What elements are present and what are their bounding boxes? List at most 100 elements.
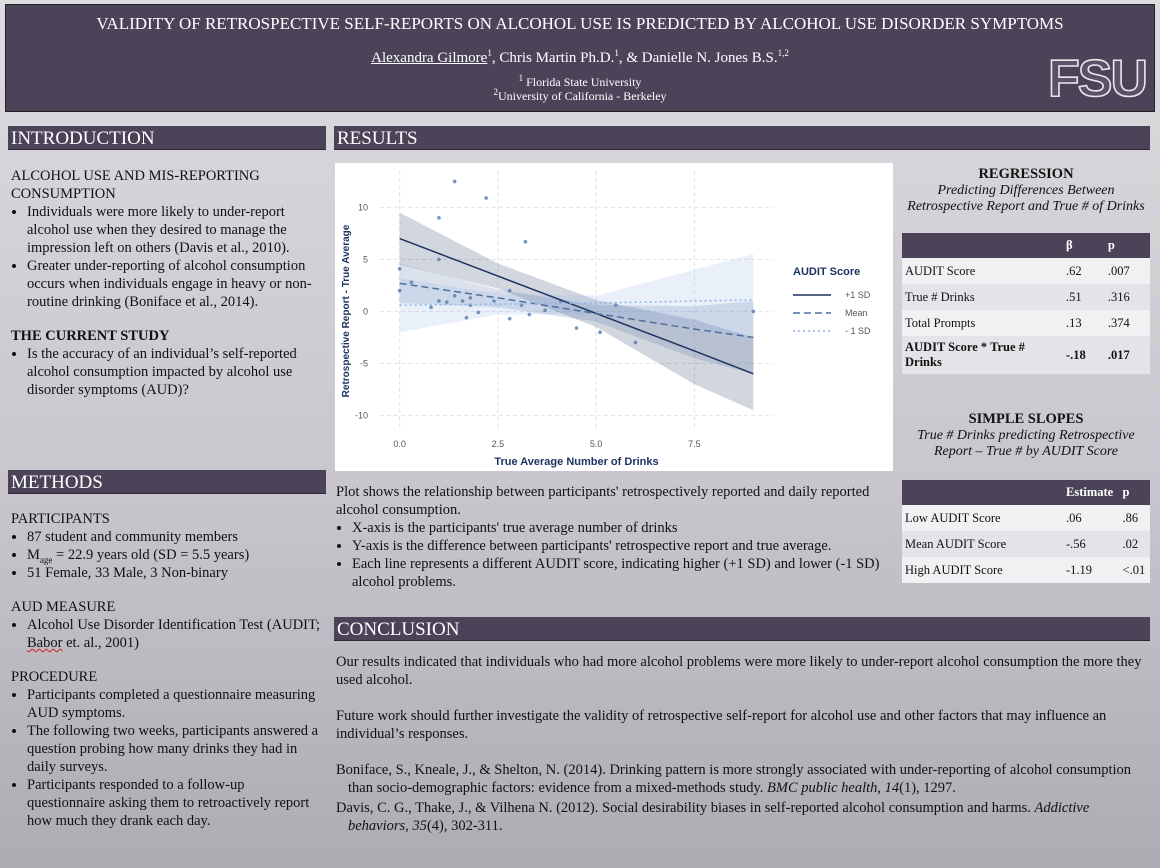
text-run: Participants completed a questionnaire m… (27, 687, 316, 721)
header-cell (902, 233, 1063, 258)
text-run: (1), 1297. (899, 780, 956, 796)
bullet: Participants responded to a follow-up qu… (27, 776, 323, 830)
text-run: .13 (1066, 315, 1082, 330)
bullet: 51 Female, 33 Male, 3 Non-binary (27, 564, 323, 582)
text-run: 1 (518, 73, 524, 83)
data-point (437, 299, 441, 303)
data-point (507, 288, 512, 293)
data-point (527, 312, 532, 317)
text-run: -1.19 (1066, 562, 1093, 577)
text-run: et. al., 2001) (62, 635, 139, 651)
header-row: Estimate p (902, 480, 1150, 505)
legend-label: +1 SD (845, 290, 871, 300)
bullet-list: Alcohol Use Disorder Identification Test… (11, 616, 323, 652)
y-tick-label: 5 (363, 254, 368, 264)
text-run: -.56 (1066, 536, 1086, 551)
data-point (614, 303, 618, 307)
text-run: .017 (1107, 347, 1130, 362)
bullet-list: Individuals were more likely to under-re… (11, 203, 323, 311)
table-subtitle: True # Drinks predicting Retrospective R… (917, 428, 1135, 459)
data-point (437, 257, 441, 262)
table-cell: .86 (1119, 505, 1150, 531)
text-run: M (27, 547, 40, 563)
header-cell: p (1104, 233, 1150, 258)
table-cell: .316 (1104, 284, 1150, 310)
table: β p AUDIT Score .62 .007 True # Drinks .51 .316… (902, 233, 1150, 374)
table-row: AUDIT Score .62 .007 (902, 258, 1150, 284)
text-run: Participants responded to a follow-up qu… (27, 777, 310, 829)
y-tick-label: 10 (358, 202, 368, 212)
text-run: .02 (1122, 536, 1139, 551)
legend-label: - 1 SD (845, 326, 871, 336)
subsection-heading: PROCEDURE (11, 668, 323, 686)
affiliation: 2University of California - Berkeley (6, 87, 1154, 104)
data-point (437, 216, 441, 220)
text-run: PARTICIPANTS (11, 511, 110, 527)
table-title: REGRESSION (978, 166, 1074, 182)
text-run: BMC public health, 14 (767, 780, 900, 796)
bullet: Participants completed a questionnaire m… (27, 686, 323, 722)
table-row: Mean AUDIT Score -.56 .02 (902, 531, 1150, 557)
text-run: <.01 (1122, 562, 1146, 577)
table-row: Total Prompts .13 .374 (902, 310, 1150, 336)
text-run: 2 (493, 87, 498, 97)
table-row: True # Drinks .51 .316 (902, 284, 1150, 310)
text-run: Alexandra Gilmore (371, 50, 488, 66)
text-run: X-axis is the participants' true average… (352, 520, 678, 536)
description: Plot shows the relationship between part… (336, 484, 870, 518)
text-run: Mean AUDIT Score (905, 536, 1007, 551)
header-cell: Estimate (1063, 480, 1120, 505)
text-run: Boniface, S., Kneale, J., & Shelton, N. … (336, 762, 1132, 796)
text-run: The following two weeks, participants an… (27, 723, 319, 775)
data-point (574, 326, 579, 330)
text-run: AUDIT Score (905, 263, 976, 278)
bullet: The following two weeks, participants an… (27, 722, 323, 776)
text-run: Babor (27, 635, 63, 651)
introduction: ALCOHOL USE AND MIS-REPORTING CONSUMPTIO… (11, 167, 323, 415)
results-text: Plot shows the relationship between part… (336, 483, 896, 591)
regression-line (399, 282, 754, 339)
data-point (492, 299, 496, 303)
text-run: .007 (1107, 263, 1130, 278)
bullet-list: Is the accuracy of an individual’s self-… (11, 345, 323, 399)
text-run: 1 (614, 48, 619, 58)
header-cell: p (1119, 480, 1150, 505)
text-run: AUDIT Score * True # Drinks (905, 340, 1025, 369)
text-run: Davis, C. G., Thake, J., & Vilhena N. (2… (336, 800, 1035, 816)
table-cell: -.56 (1063, 531, 1120, 557)
text-run: Total Prompts (905, 315, 976, 330)
reference: Boniface, S., Kneale, J., & Shelton, N. … (336, 761, 1148, 797)
data-point (476, 310, 481, 315)
x-axis-label: True Average Number of Drinks (494, 456, 658, 468)
text-run: ALCOHOL USE AND MIS-REPORTING CONSUMPTIO… (11, 168, 260, 202)
data-point (598, 330, 602, 334)
table-cell: .02 (1119, 531, 1150, 557)
bullet: 87 student and community members (27, 528, 323, 546)
chart-panel: -10 -5 0 5 10 0.0 2.5 5.0 7.5 True Average Number… (335, 163, 893, 471)
conclusion: Our results indicated that individuals w… (336, 653, 1148, 837)
bullet: Greater under-reporting of alcohol consu… (27, 257, 323, 311)
table-cell: AUDIT Score * True # Drinks (902, 336, 1063, 374)
chart: -10 -5 0 5 10 0.0 2.5 5.0 7.5 True Average Number… (341, 171, 871, 468)
section-heading: INTRODUCTION (8, 126, 326, 150)
text-run: 1 (487, 48, 492, 58)
text-run: .06 (1066, 510, 1082, 525)
methods: PARTICIPANTS 87 student and community mem… (11, 510, 323, 846)
table-title: SIMPLE SLOPES (968, 411, 1084, 427)
text-run: age (39, 554, 53, 565)
x-tick-label: 0.0 (393, 439, 406, 449)
data-point (468, 296, 473, 300)
text-run: Our results indicated that individuals w… (336, 654, 1142, 688)
text-run: Florida State University (523, 75, 642, 89)
text-run: = 22.9 years old (SD = 5.5 years) (52, 547, 250, 563)
data-point (543, 308, 547, 313)
simple-slopes-block: SIMPLE SLOPES True # Drinks predicting Re… (902, 410, 1150, 583)
table-cell: .06 (1063, 505, 1120, 531)
legend-label: Mean (845, 308, 868, 318)
bullet: X-axis is the participants' true average… (352, 519, 896, 537)
table-cell: .374 (1104, 310, 1150, 336)
x-tick-label: 5.0 (590, 439, 603, 449)
text-run: (4), 302-311. (426, 818, 503, 834)
bullet: Y-axis is the difference between partici… (352, 537, 896, 555)
